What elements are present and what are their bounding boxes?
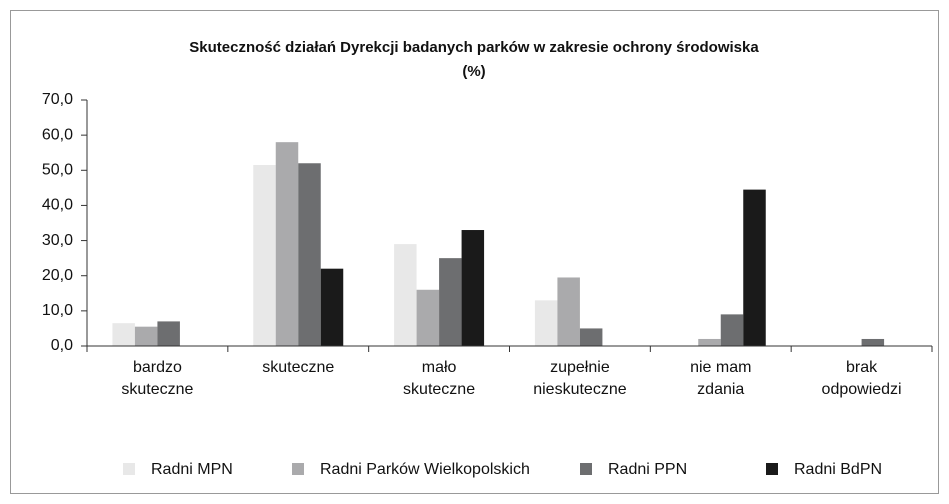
legend-swatch (580, 463, 592, 475)
legend-label: Radni Parków Wielkopolskich (320, 461, 530, 478)
bar (157, 321, 180, 346)
y-tick-label: 50,0 (42, 162, 73, 179)
bar (439, 258, 462, 346)
x-tick-label: bardzo (133, 359, 182, 376)
y-tick-label: 20,0 (42, 267, 73, 284)
bar (275, 142, 299, 346)
x-tick-label: skuteczne (121, 381, 193, 398)
x-tick-label: zdania (697, 381, 744, 398)
bar (112, 323, 135, 346)
bar (579, 328, 603, 346)
bar (253, 165, 276, 346)
y-tick-label: 10,0 (42, 302, 73, 319)
x-tick-label: nieskuteczne (533, 381, 626, 398)
x-tick-label: brak (846, 359, 878, 376)
bar (416, 289, 440, 346)
bar (557, 277, 580, 346)
y-tick-label: 30,0 (42, 232, 73, 249)
bar (134, 326, 158, 346)
bar (743, 189, 766, 346)
bar (720, 314, 744, 346)
y-tick-label: 70,0 (42, 91, 73, 108)
legend-swatch (766, 463, 778, 475)
x-tick-label: skuteczne (403, 381, 475, 398)
bar (698, 338, 721, 346)
bar (320, 268, 344, 346)
x-tick-label: odpowiedzi (822, 381, 902, 398)
x-tick-label: mało (422, 359, 457, 376)
bar (394, 244, 417, 346)
x-tick-label: skuteczne (262, 359, 334, 376)
legend-swatch (123, 463, 135, 475)
legend-label: Radni PPN (608, 461, 687, 478)
y-tick-label: 0,0 (51, 337, 73, 354)
chart-subtitle: (%) (462, 63, 485, 80)
bar (461, 230, 485, 346)
y-tick-label: 60,0 (42, 126, 73, 143)
y-tick-label: 40,0 (42, 197, 73, 214)
x-tick-label: zupełnie (550, 359, 610, 376)
legend-swatch (292, 463, 304, 475)
bar (534, 300, 558, 346)
legend-label: Radni MPN (151, 461, 233, 478)
chart-title: Skuteczność działań Dyrekcji badanych pa… (189, 39, 759, 56)
legend-label: Radni BdPN (794, 461, 882, 478)
bar (861, 338, 885, 346)
bar (298, 163, 321, 346)
x-tick-label: nie mam (690, 359, 751, 376)
